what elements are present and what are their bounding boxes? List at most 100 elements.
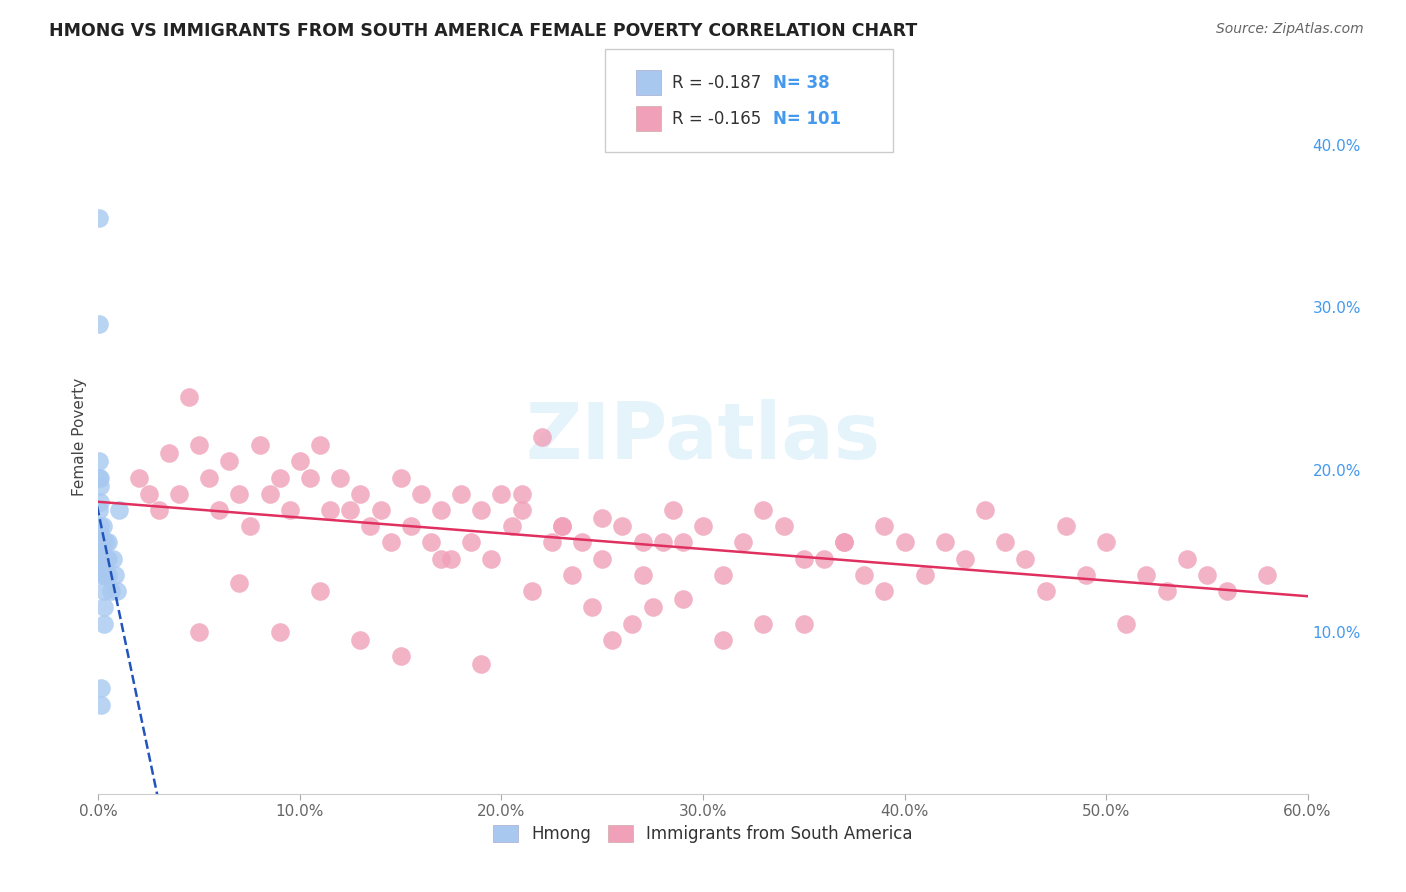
- Point: [752, 616, 775, 631]
- Point: [128, 470, 150, 484]
- Point: [551, 519, 574, 533]
- Point: [259, 487, 281, 501]
- Point: [1156, 584, 1178, 599]
- Point: [389, 470, 412, 484]
- Point: [218, 454, 240, 468]
- Point: [309, 584, 332, 599]
- Point: [481, 551, 503, 566]
- Point: [89, 211, 111, 226]
- Point: [89, 535, 111, 549]
- Point: [93, 584, 115, 599]
- Point: [269, 470, 291, 484]
- Point: [389, 648, 412, 663]
- Point: [612, 519, 634, 533]
- Point: [953, 551, 976, 566]
- Point: [228, 576, 250, 591]
- Point: [994, 535, 1017, 549]
- Point: [692, 519, 714, 533]
- Text: Source: ZipAtlas.com: Source: ZipAtlas.com: [1216, 22, 1364, 37]
- Point: [89, 551, 111, 566]
- Point: [97, 535, 120, 549]
- Point: [501, 519, 523, 533]
- Point: [93, 519, 115, 533]
- Point: [198, 470, 221, 484]
- Point: [370, 503, 392, 517]
- Point: [510, 503, 533, 517]
- Point: [91, 568, 114, 582]
- Point: [733, 535, 755, 549]
- Point: [510, 487, 533, 501]
- Point: [188, 624, 211, 639]
- Point: [105, 584, 128, 599]
- Point: [581, 600, 603, 615]
- Point: [107, 503, 129, 517]
- Point: [470, 503, 492, 517]
- Point: [380, 535, 402, 549]
- Point: [249, 438, 271, 452]
- Point: [89, 495, 111, 509]
- Text: ZIPatlas: ZIPatlas: [526, 399, 880, 475]
- Point: [89, 479, 111, 493]
- Point: [621, 616, 644, 631]
- Legend: Hmong, Immigrants from South America: Hmong, Immigrants from South America: [486, 818, 920, 850]
- Point: [540, 535, 562, 549]
- Point: [460, 535, 482, 549]
- Point: [571, 535, 593, 549]
- Text: R = -0.187: R = -0.187: [672, 74, 761, 92]
- Point: [430, 551, 453, 566]
- Point: [89, 527, 111, 541]
- Point: [157, 446, 180, 460]
- Point: [89, 503, 111, 517]
- Point: [631, 568, 654, 582]
- Point: [440, 551, 463, 566]
- Point: [853, 568, 876, 582]
- Point: [103, 568, 125, 582]
- Point: [93, 600, 115, 615]
- Point: [179, 390, 201, 404]
- Point: [551, 519, 574, 533]
- Point: [138, 487, 160, 501]
- Point: [96, 568, 118, 582]
- Point: [530, 430, 553, 444]
- Point: [1135, 568, 1157, 582]
- Text: HMONG VS IMMIGRANTS FROM SOUTH AMERICA FEMALE POVERTY CORRELATION CHART: HMONG VS IMMIGRANTS FROM SOUTH AMERICA F…: [49, 22, 918, 40]
- Point: [772, 519, 794, 533]
- Point: [470, 657, 492, 672]
- Point: [1216, 584, 1239, 599]
- Point: [167, 487, 190, 501]
- Point: [752, 503, 775, 517]
- Point: [813, 551, 835, 566]
- Point: [269, 624, 291, 639]
- Point: [1035, 584, 1057, 599]
- Point: [91, 551, 114, 566]
- Point: [90, 681, 112, 696]
- Point: [1054, 519, 1077, 533]
- Point: [1014, 551, 1036, 566]
- Point: [591, 551, 613, 566]
- Point: [914, 568, 936, 582]
- Point: [672, 592, 695, 607]
- Point: [93, 568, 115, 582]
- Point: [651, 535, 673, 549]
- Point: [409, 487, 432, 501]
- Point: [520, 584, 543, 599]
- Point: [309, 438, 332, 452]
- Point: [893, 535, 915, 549]
- Point: [450, 487, 472, 501]
- Point: [974, 503, 997, 517]
- Point: [360, 519, 382, 533]
- Point: [100, 584, 122, 599]
- Point: [934, 535, 956, 549]
- Text: N= 38: N= 38: [773, 74, 830, 92]
- Point: [239, 519, 262, 533]
- Point: [299, 470, 322, 484]
- Point: [90, 535, 112, 549]
- Point: [101, 551, 124, 566]
- Point: [832, 535, 855, 549]
- Point: [188, 438, 211, 452]
- Point: [89, 470, 111, 484]
- Point: [97, 568, 120, 582]
- Point: [793, 551, 815, 566]
- Point: [278, 503, 301, 517]
- Point: [208, 503, 231, 517]
